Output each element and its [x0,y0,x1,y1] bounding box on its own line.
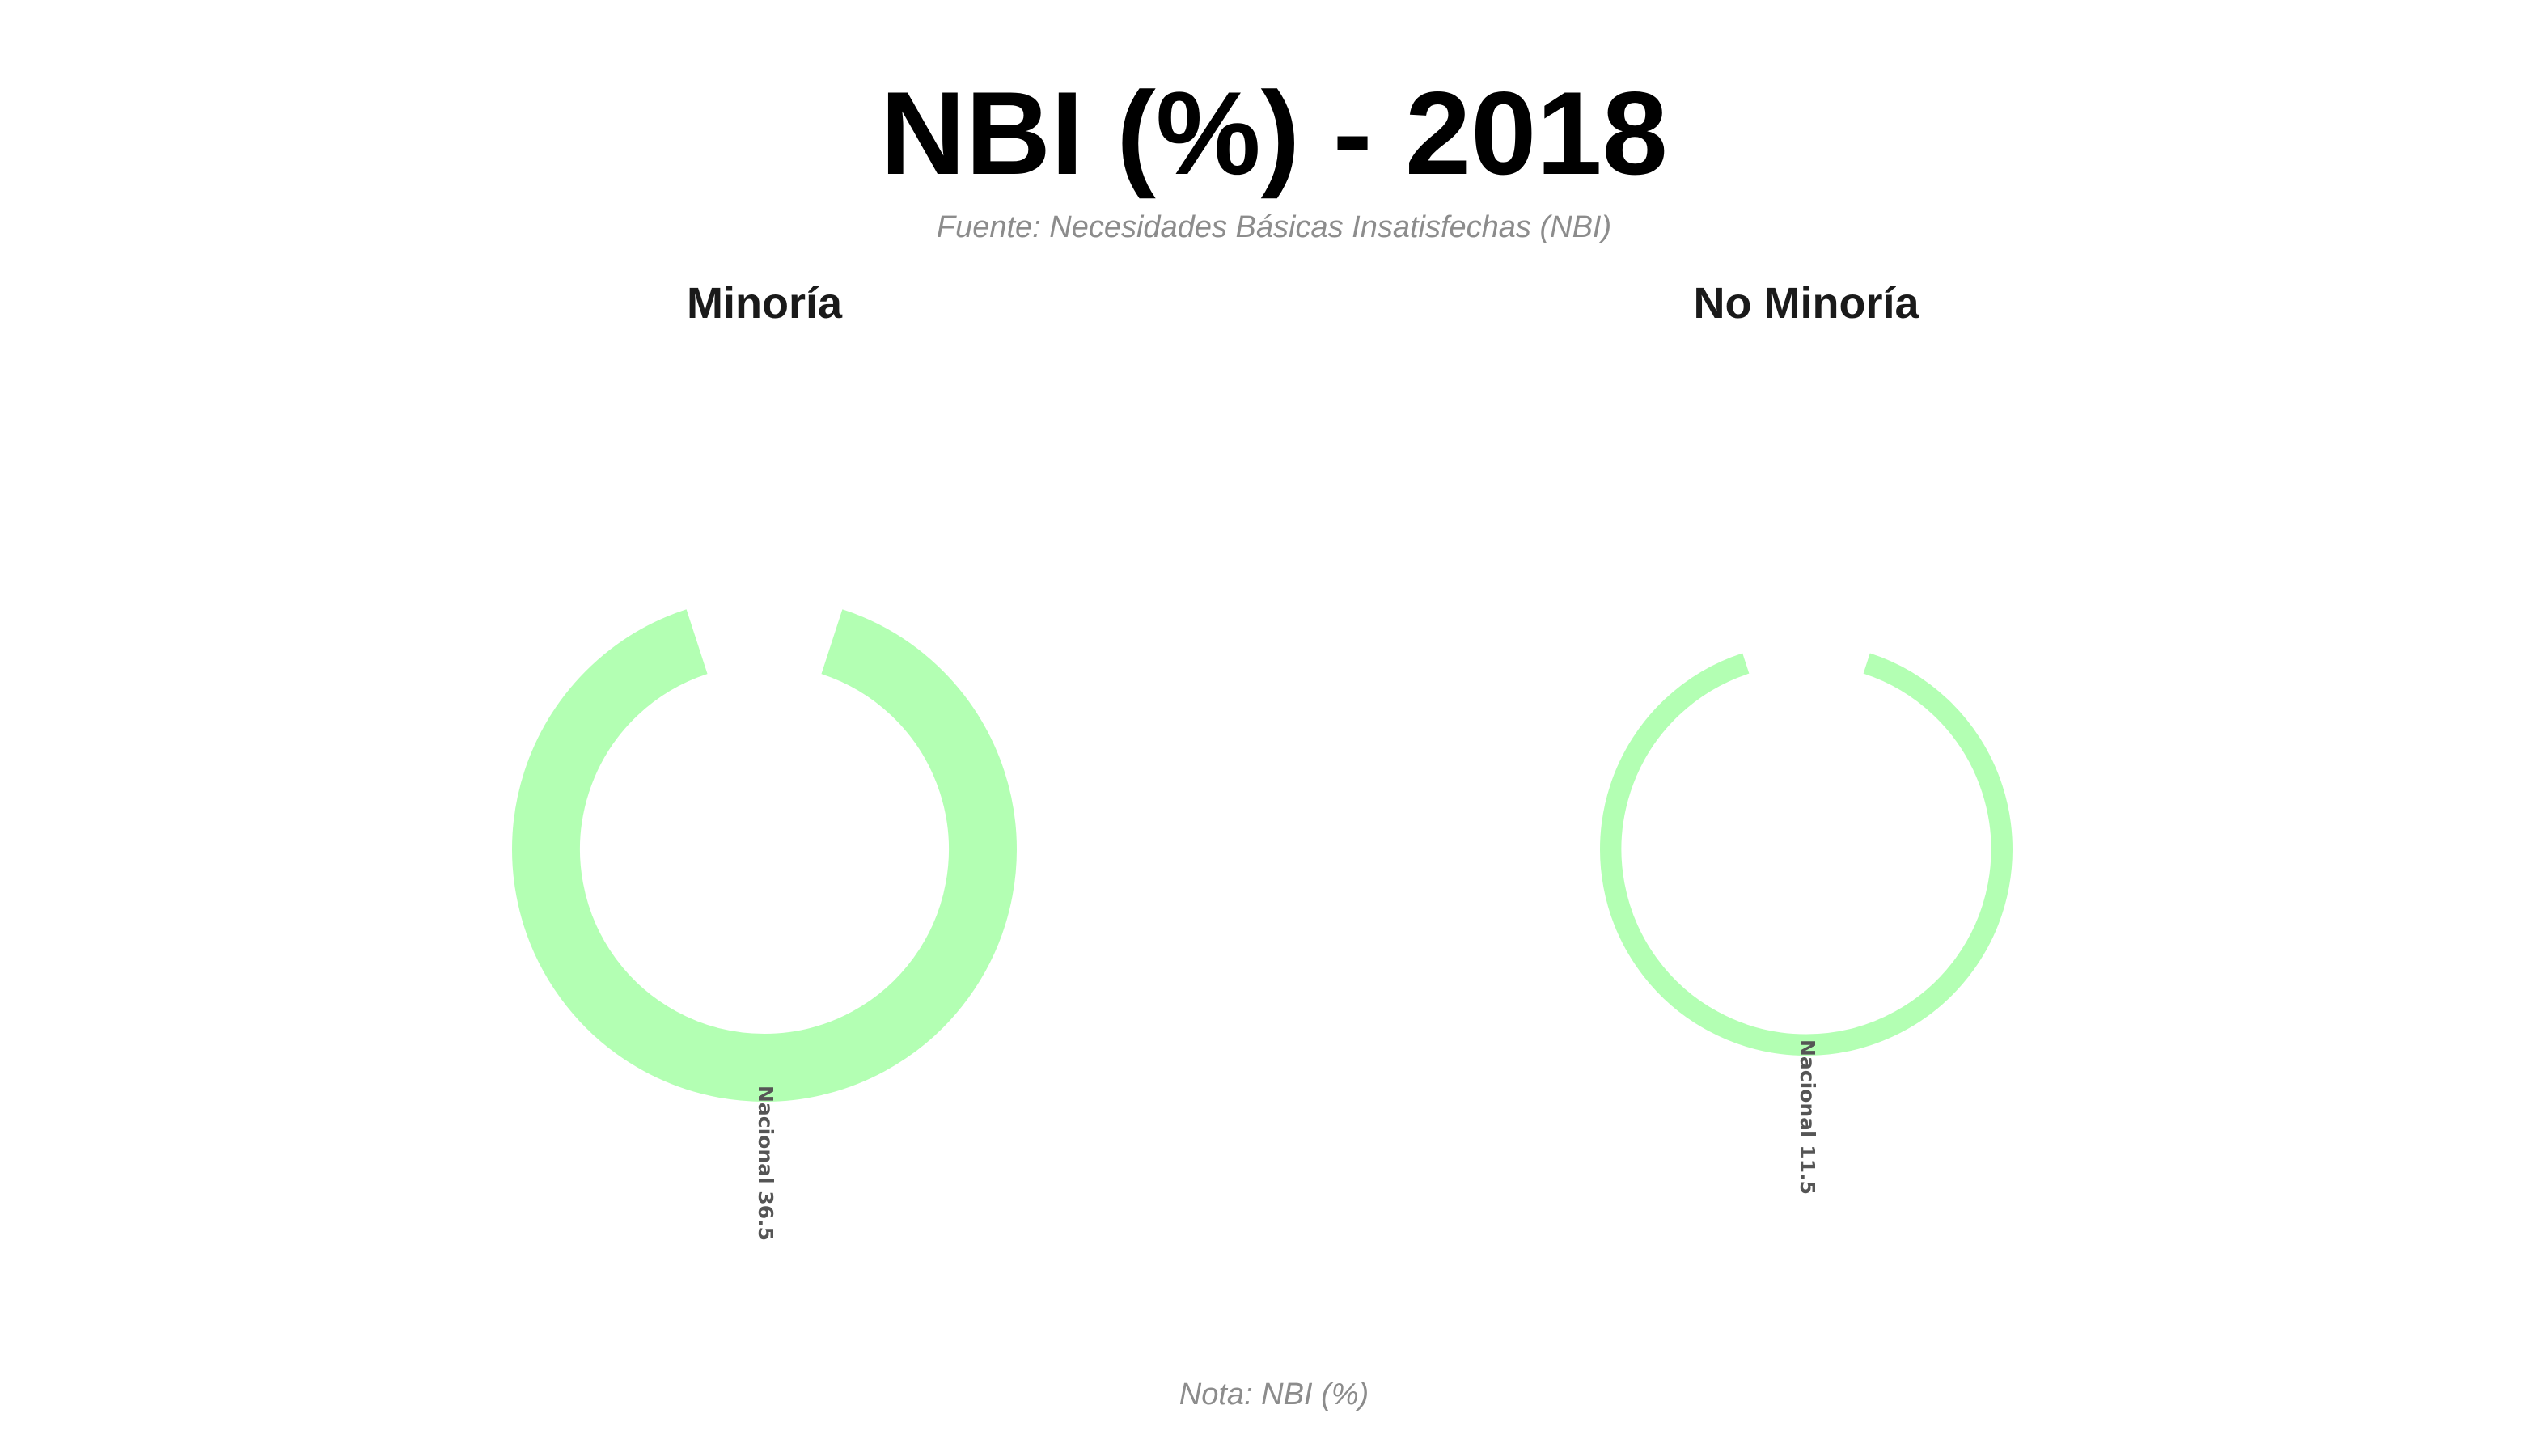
panel-no-minoria: No Minoría Nacional 11.5 [1600,279,2013,1195]
chart-note: Nota: NBI (%) [1179,1378,1369,1412]
panel-title-no-minoria: No Minoría [1694,279,1920,328]
ring-label-1: Nacional 11.5 [1796,1039,1819,1195]
ring-label-0: Nacional 36.5 [754,1086,777,1241]
chart-title: NBI (%) - 2018 [880,67,1668,199]
panel-minoria: Minoría Nacional 36.5 [512,279,1017,1241]
radial-bar-0 [512,609,1017,1102]
radial-bar-1 [1600,653,2013,1056]
chart-subtitle: Fuente: Necesidades Básicas Insatisfecha… [936,210,1612,244]
panel-title-minoria: Minoría [687,279,843,328]
